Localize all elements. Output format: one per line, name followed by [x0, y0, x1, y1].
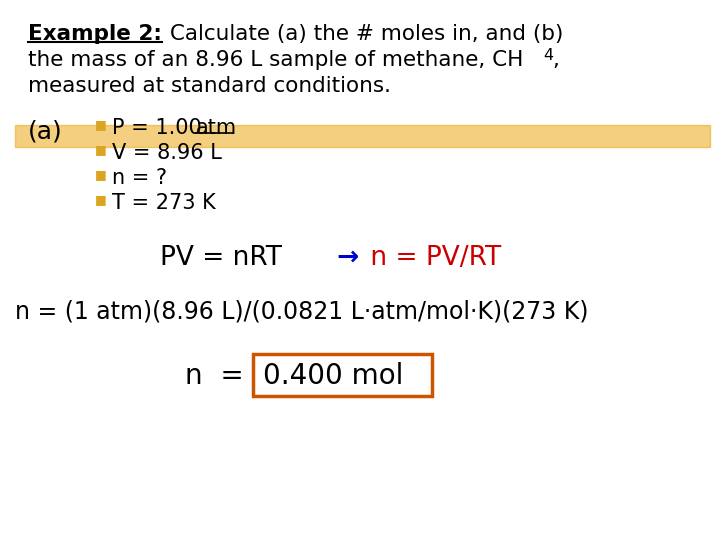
Text: T = 273 K: T = 273 K — [112, 193, 216, 213]
Text: (a): (a) — [28, 120, 63, 144]
Text: Calculate (a) the # moles in, and (b): Calculate (a) the # moles in, and (b) — [163, 24, 563, 44]
Text: n = PV/RT: n = PV/RT — [362, 245, 501, 271]
Text: n = ?: n = ? — [112, 168, 167, 188]
Bar — [15, 125, 710, 147]
Text: the mass of an 8.96 L sample of methane, CH: the mass of an 8.96 L sample of methane,… — [28, 50, 523, 70]
Text: PV = nRT: PV = nRT — [160, 245, 282, 271]
Text: ,: , — [552, 50, 559, 70]
Text: atm: atm — [196, 118, 237, 138]
Text: 4: 4 — [543, 48, 553, 63]
Text: n = (1 atm)(8.96 L)/(0.0821 L·atm/mol·K)(273 K): n = (1 atm)(8.96 L)/(0.0821 L·atm/mol·K)… — [15, 300, 588, 324]
Text: P = 1.00: P = 1.00 — [112, 118, 208, 138]
Text: 0.400 mol: 0.400 mol — [263, 362, 403, 390]
Text: n  =: n = — [185, 362, 244, 390]
Text: ■: ■ — [95, 143, 107, 156]
Text: ■: ■ — [95, 168, 107, 181]
Text: V = 8.96 L: V = 8.96 L — [112, 143, 222, 163]
FancyBboxPatch shape — [253, 354, 432, 396]
Text: ■: ■ — [95, 118, 107, 131]
Text: Example 2:: Example 2: — [28, 24, 162, 44]
Text: measured at standard conditions.: measured at standard conditions. — [28, 76, 391, 96]
Text: ■: ■ — [95, 193, 107, 206]
Text: →: → — [328, 245, 359, 271]
